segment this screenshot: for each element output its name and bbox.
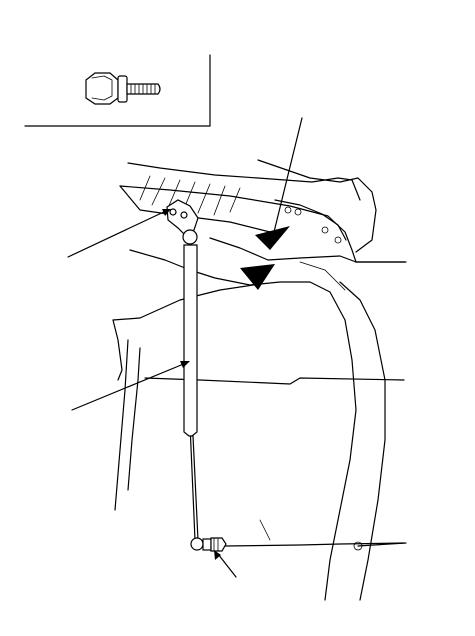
leader-hinge-top: [273, 117, 303, 233]
leader-bottom-right: [357, 542, 407, 547]
tailgate-support-strut: [183, 244, 199, 541]
leader-strut: [71, 362, 187, 411]
vehicle-body-outline: [112, 159, 406, 601]
leader-lower-stud: [217, 553, 237, 578]
lower-ball-stud: [190, 537, 227, 552]
upper-ball-stud: [166, 199, 199, 245]
hinge-mounting-point-lower: [240, 264, 275, 290]
hinge-mounting-point-upper: [255, 226, 290, 250]
bolt-icon: [85, 72, 161, 105]
bolt-inset-frame: [24, 54, 211, 127]
leader-upper-stud: [67, 209, 169, 258]
callout-leaders: [67, 117, 407, 578]
